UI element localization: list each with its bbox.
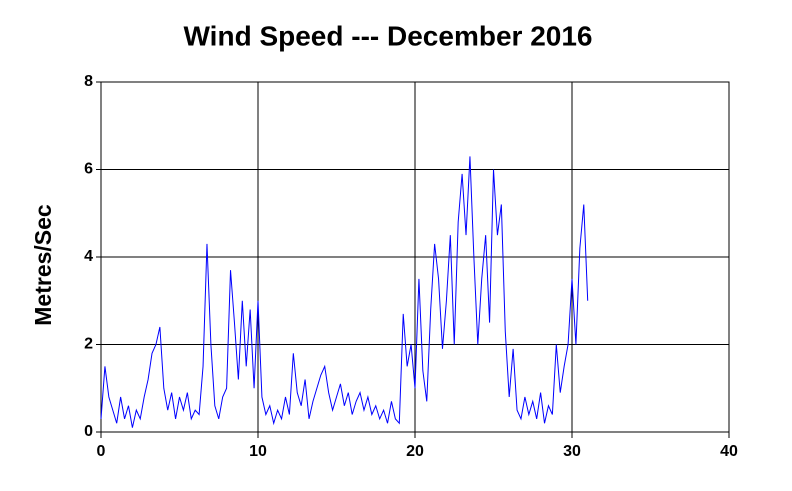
x-tick-label: 30 <box>563 443 581 460</box>
y-tick-label: 4 <box>84 248 93 265</box>
y-tick-label: 0 <box>84 423 93 440</box>
y-tick-label: 6 <box>84 161 93 178</box>
x-tick-label: 10 <box>249 443 267 460</box>
chart-title: Wind Speed --- December 2016 <box>184 20 593 51</box>
x-tick-label: 20 <box>406 443 424 460</box>
y-tick-label: 2 <box>84 336 93 353</box>
data-line <box>100 156 589 428</box>
x-tick-label: 40 <box>720 443 738 460</box>
y-tick-label: 8 <box>84 73 93 90</box>
x-tick-label: 0 <box>97 443 106 460</box>
y-axis-label: Metres/Sec <box>30 204 56 326</box>
